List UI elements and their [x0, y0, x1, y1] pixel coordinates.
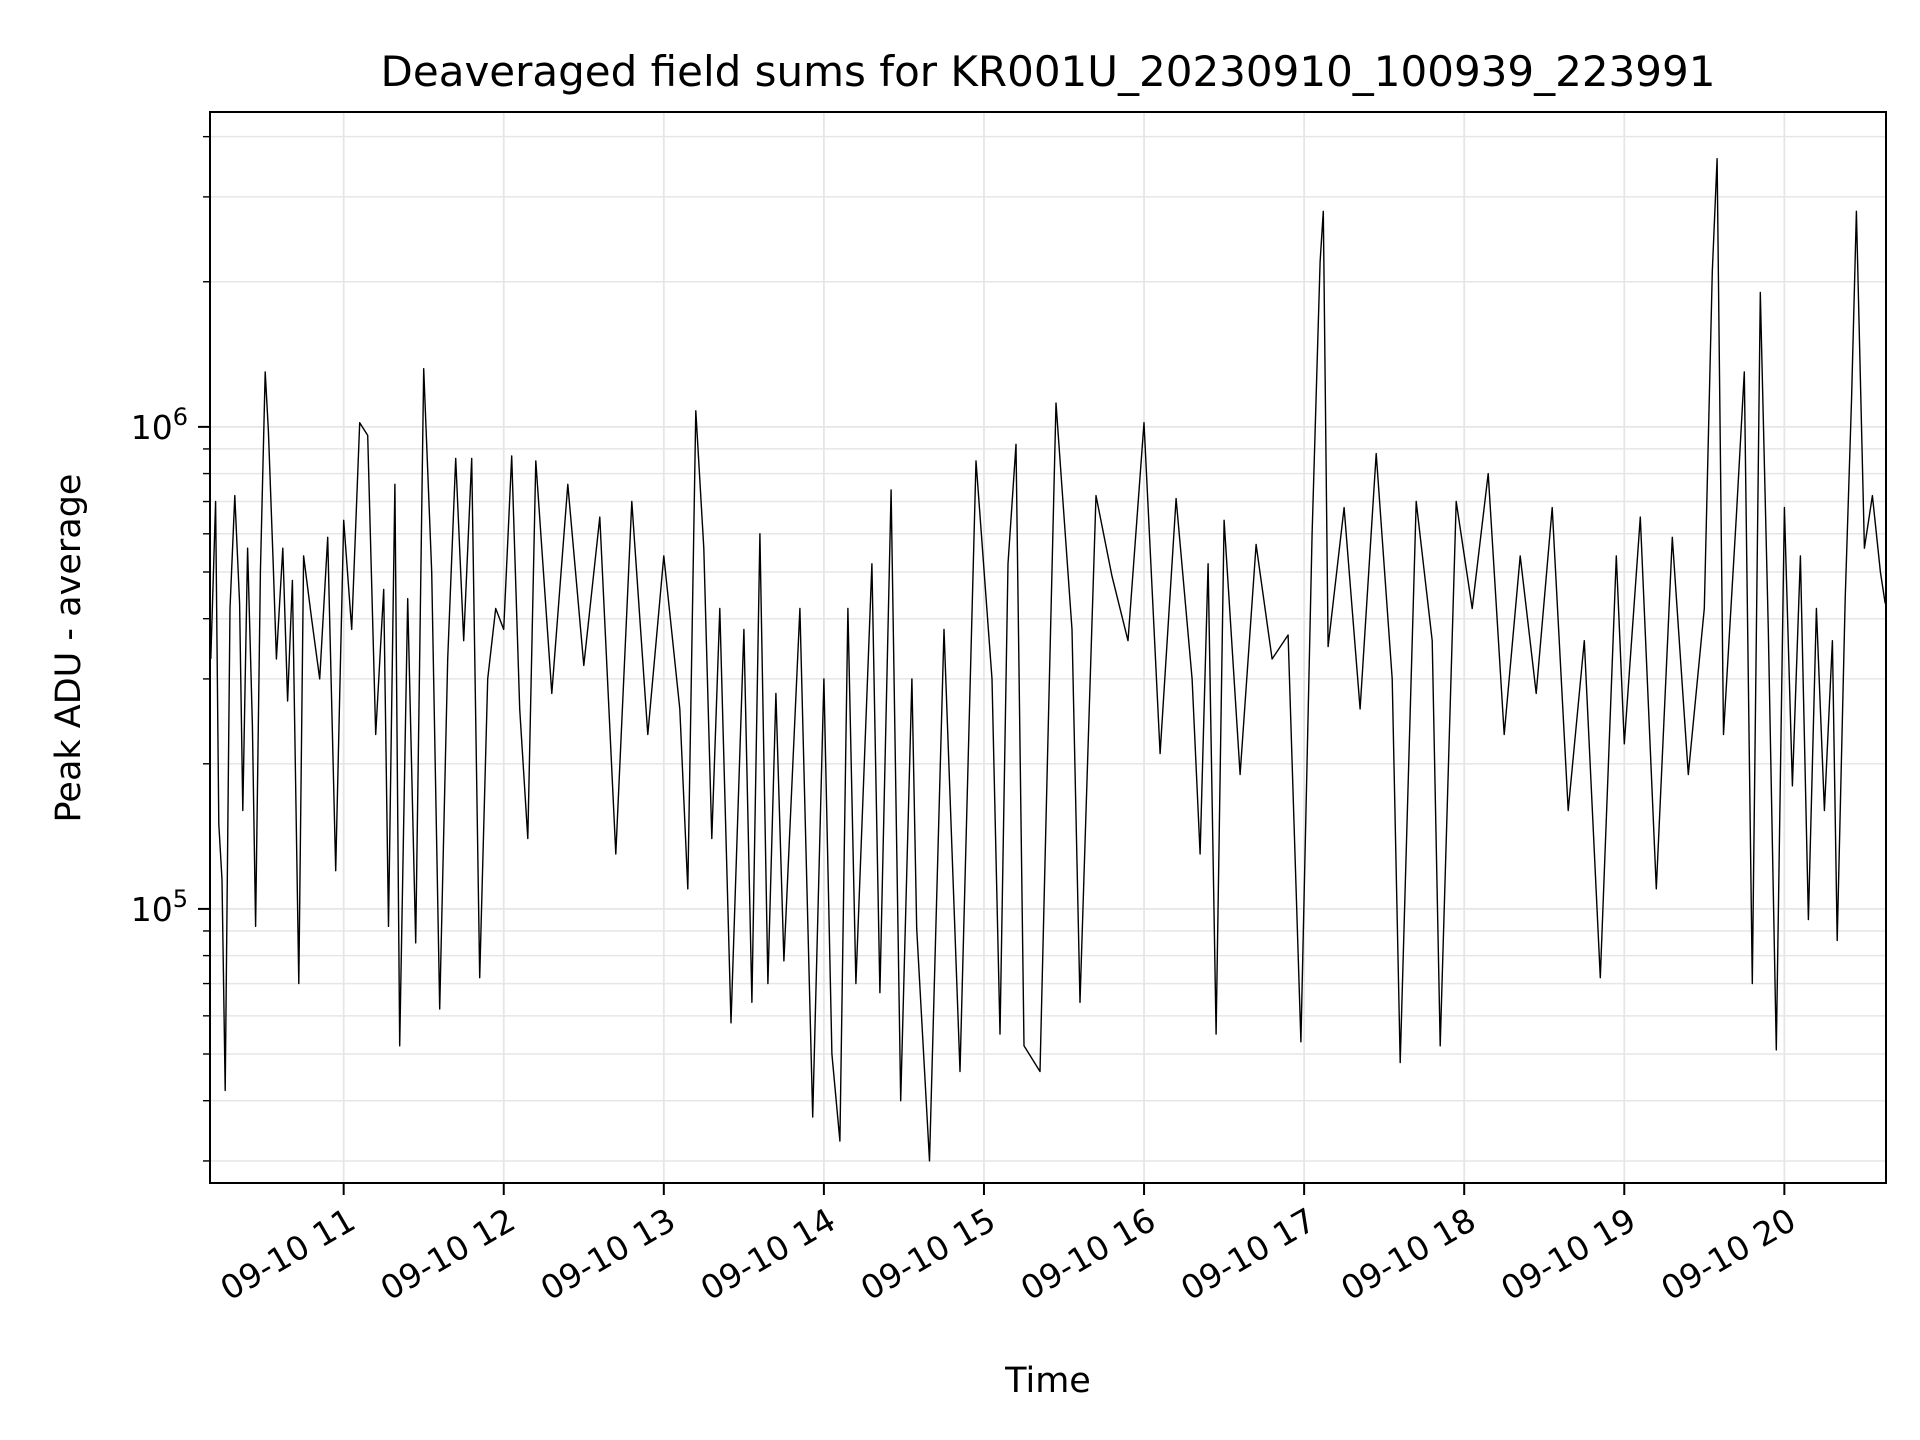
- y-tick-exponent: 6: [173, 403, 188, 431]
- chart-title: Deaveraged field sums for KR001U_2023091…: [381, 47, 1716, 96]
- series-layer: [210, 157, 1886, 1162]
- y-axis-label: Peak ADU - average: [49, 474, 89, 823]
- series-line: [210, 157, 1886, 1162]
- y-tick-exponent: 5: [173, 885, 188, 913]
- plot-frame: [209, 111, 1887, 1184]
- x-axis-label: Time: [1004, 1361, 1091, 1401]
- grid-lines: [210, 112, 1886, 1183]
